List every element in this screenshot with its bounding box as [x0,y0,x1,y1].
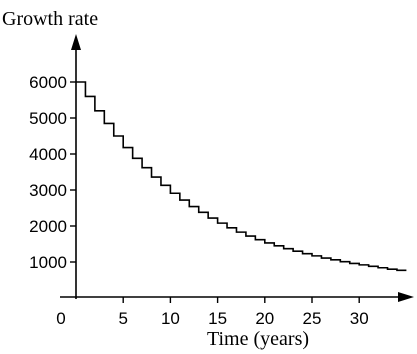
origin-label: 0 [56,309,65,328]
x-tick-label: 30 [350,309,369,328]
x-tick-label: 20 [255,309,274,328]
y-tick-label: 3000 [29,181,67,200]
y-tick-label: 6000 [29,73,67,92]
x-axis-arrowhead [398,292,414,302]
y-tick-label: 1000 [29,253,67,272]
y-tick-label: 2000 [29,217,67,236]
x-tick-label: 15 [208,309,227,328]
x-tick-label: 25 [303,309,322,328]
x-axis-label: Time (years) [207,328,309,350]
x-tick-label: 5 [118,309,127,328]
y-axis-label: Growth rate [2,8,98,30]
y-tick-group: 1000 2000 3000 4000 5000 6000 [29,73,76,272]
growth-rate-step-line [76,81,407,272]
x-tick-label: 10 [161,309,180,328]
y-tick-label: 4000 [29,145,67,164]
x-tick-group: 5 10 15 20 25 30 [118,297,369,328]
y-tick-label: 5000 [29,109,67,128]
y-axis-arrowhead [71,34,81,50]
